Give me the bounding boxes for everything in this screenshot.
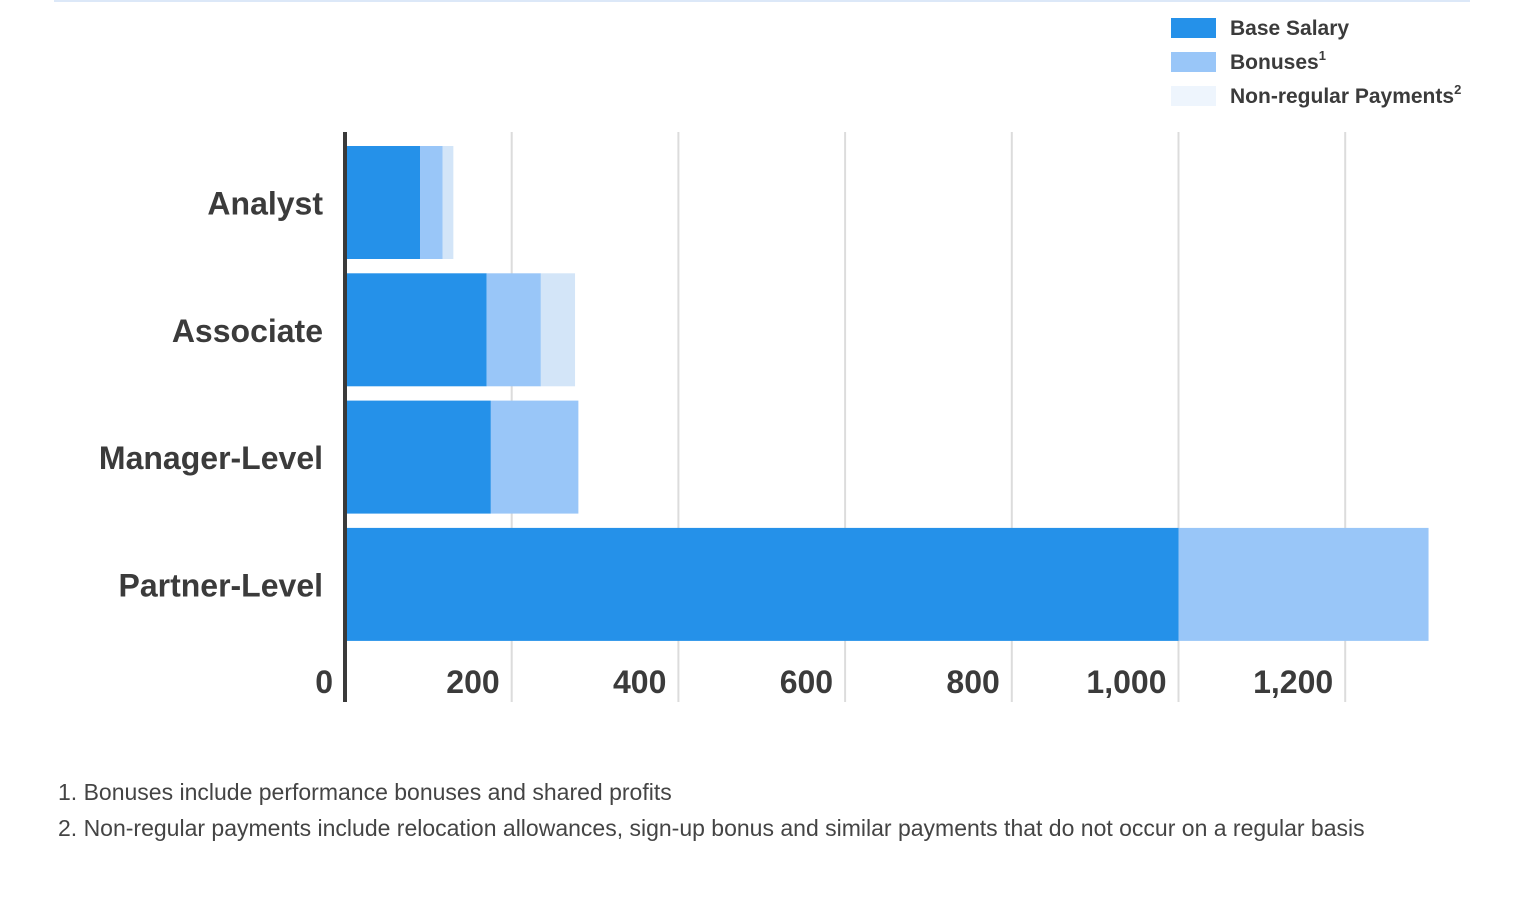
category-label-manager-level: Manager-Level [99,440,323,476]
footnote-2: 2. Non-regular payments include relocati… [58,815,1365,841]
x-tick-label-1200: 1,200 [1253,664,1333,700]
bar-manager-level-bonuses [490,400,579,514]
bar-analyst-bonuses [420,146,443,259]
legend-swatch-bonuses [1171,52,1216,72]
legend-label-non-regular-payments: Non-regular Payments2 [1230,82,1461,108]
category-label-associate: Associate [172,313,323,349]
x-tick-label-200: 200 [446,664,499,700]
x-tick-label-600: 600 [780,664,833,700]
stacked-bar-chart: Analyst Associate Manager-Level Partner-Lev… [99,17,1461,702]
legend-swatch-non-regular-payments [1171,86,1216,106]
category-label-partner-level: Partner-Level [118,567,323,603]
bar-associate-bonuses [486,273,541,387]
bar-partner-level-base-salary [345,527,1179,641]
top-divider [54,0,1470,2]
x-tick-label-1000: 1,000 [1086,664,1166,700]
bar-manager-level-base-salary [345,400,491,514]
x-tick-label-800: 800 [946,664,999,700]
bar-associate-base-salary [345,273,487,387]
bar-analyst-base-salary [345,146,421,259]
category-label-analyst: Analyst [207,186,323,222]
bar-partner-level-bonuses [1178,527,1429,641]
bar-associate-non-regular-payments [540,273,576,387]
bar-analyst-non-regular-payments [442,146,454,259]
footnotes: 1. Bonuses include performance bonuses a… [58,774,1478,846]
legend-label-base-salary: Base Salary [1230,17,1349,40]
legend-label-bonuses: Bonuses1 [1230,48,1326,74]
legend-swatch-base-salary [1171,18,1216,38]
x-tick-label-400: 400 [613,664,666,700]
footnote-1: 1. Bonuses include performance bonuses a… [58,779,672,805]
x-tick-label-0: 0 [315,664,333,700]
